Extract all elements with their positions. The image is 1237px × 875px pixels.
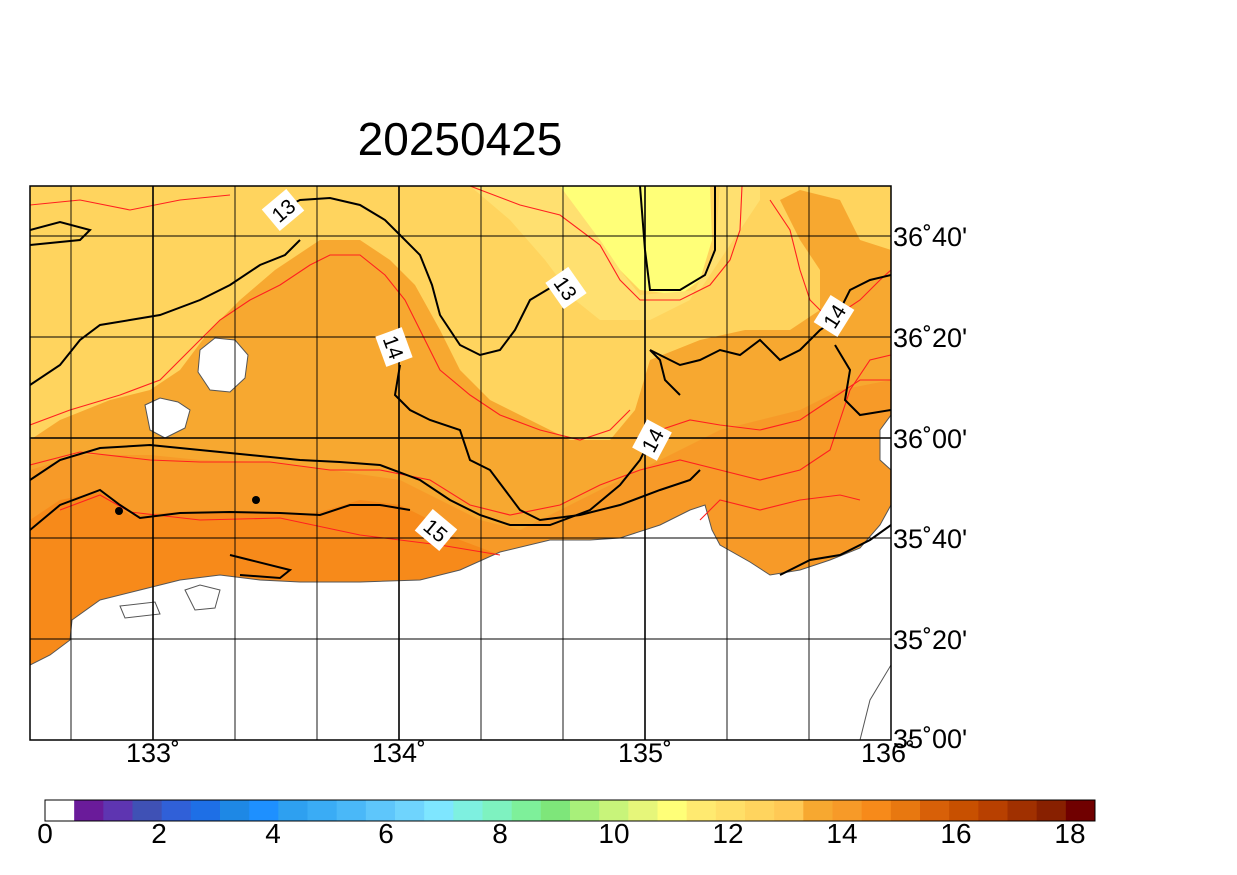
colorbar-swatch xyxy=(890,800,921,821)
lat-label-3500: 35˚00' xyxy=(893,724,968,754)
colorbar-swatch xyxy=(861,800,892,821)
lon-label-133: 133˚ xyxy=(125,738,181,768)
lat-label-3640: 36˚40' xyxy=(893,222,968,252)
colorbar-label-2: 2 xyxy=(151,818,167,849)
lon-label-134: 134˚ xyxy=(371,738,427,768)
colorbar-swatch xyxy=(132,800,163,821)
graticule-minor xyxy=(30,186,891,740)
colorbar-label-0: 0 xyxy=(37,818,53,849)
land-east xyxy=(859,664,891,740)
colorbar-swatch xyxy=(803,800,833,821)
lat-label-3600: 36˚00' xyxy=(893,424,968,454)
lake xyxy=(184,584,221,611)
colorbar-label-10: 10 xyxy=(598,818,630,849)
sea-band-11-12 xyxy=(560,186,712,295)
colorbar-swatch xyxy=(278,800,308,821)
map-title: 20250425 xyxy=(357,113,563,165)
colorbar-swatch xyxy=(395,800,425,821)
colorbar-label-12: 12 xyxy=(712,818,744,849)
colorbar xyxy=(45,800,1096,821)
colorbar-swatch xyxy=(657,800,688,821)
colorbar-swatch xyxy=(1036,800,1067,821)
map-area: 13 13 14 14 14 15 xyxy=(30,186,891,740)
colorbar-swatch xyxy=(249,800,279,821)
lake-2 xyxy=(119,601,161,619)
land-east-coast xyxy=(879,414,891,471)
land-honshu xyxy=(30,504,891,740)
colorbar-label-8: 8 xyxy=(492,818,508,849)
colorbar-swatch xyxy=(1065,800,1096,821)
colorbar-swatch xyxy=(365,800,396,821)
colorbar-swatch xyxy=(424,800,454,821)
colorbar-swatch xyxy=(74,800,104,821)
map-frame xyxy=(29,185,892,741)
graticule-major xyxy=(30,186,891,740)
station-marker xyxy=(115,507,123,515)
lon-label-135: 135˚ xyxy=(617,738,673,768)
island-oki-dogo xyxy=(197,337,249,393)
colorbar-label-16: 16 xyxy=(940,818,972,849)
colorbar-swatch xyxy=(774,800,804,821)
colorbar-swatch xyxy=(103,800,133,821)
colorbar-swatch xyxy=(628,800,658,821)
station-marker xyxy=(252,496,260,504)
colorbar-swatch xyxy=(949,800,979,821)
colorbar-swatch xyxy=(920,800,950,821)
lat-label-3540: 35˚40' xyxy=(893,524,968,554)
colorbar-swatch xyxy=(482,800,513,821)
colorbar-swatch xyxy=(715,800,746,821)
thick-contours xyxy=(30,186,891,580)
lat-label-3620: 36˚20' xyxy=(893,323,968,353)
lat-label-3520: 35˚20' xyxy=(893,625,968,655)
colorbar-label-4: 4 xyxy=(265,818,281,849)
colorbar-swatch xyxy=(161,800,192,821)
colorbar-swatch xyxy=(453,800,483,821)
colorbar-swatch xyxy=(978,800,1008,821)
colorbar-swatch xyxy=(220,800,250,821)
colorbar-swatch xyxy=(599,800,629,821)
colorbar-swatch xyxy=(511,800,542,821)
colorbar-frame xyxy=(44,799,1096,822)
colorbar-swatch xyxy=(745,800,775,821)
colorbar-swatch xyxy=(570,800,600,821)
colorbar-swatch xyxy=(45,800,75,821)
colorbar-swatch xyxy=(686,800,717,821)
colorbar-swatch xyxy=(190,800,221,821)
colorbar-label-14: 14 xyxy=(826,818,858,849)
colorbar-swatch xyxy=(1007,800,1038,821)
lon-label-136: 136˚ xyxy=(860,738,916,768)
colorbar-label-18: 18 xyxy=(1054,818,1086,849)
colorbar-swatch xyxy=(540,800,571,821)
colorbar-swatch xyxy=(307,800,338,821)
colorbar-swatch xyxy=(336,800,367,821)
sea-band-light xyxy=(470,186,760,320)
colorbar-swatch xyxy=(832,800,863,821)
colorbar-label-6: 6 xyxy=(378,818,394,849)
